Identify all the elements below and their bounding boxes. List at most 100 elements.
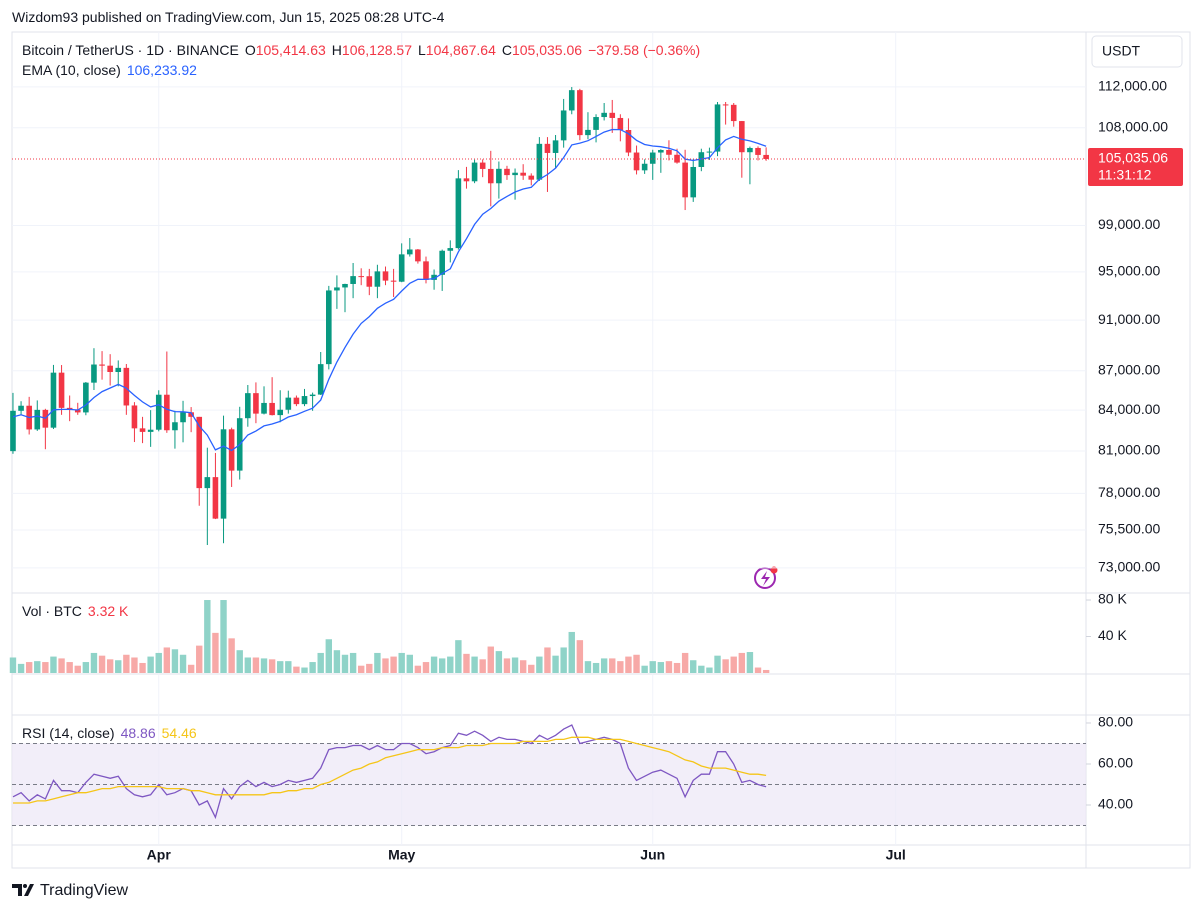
ohlc-value: 105,035.06 bbox=[511, 42, 583, 58]
alert-icon bbox=[754, 566, 778, 589]
volume-bar bbox=[438, 658, 446, 673]
volume-bar bbox=[698, 665, 705, 673]
volume-bar bbox=[536, 656, 543, 673]
volume-bar bbox=[179, 654, 187, 673]
volume-bar bbox=[106, 659, 114, 673]
candle-body bbox=[714, 104, 721, 152]
volume-bar bbox=[382, 658, 389, 673]
volume-legend: Vol · BTC 3.32 K bbox=[22, 602, 128, 620]
rsi-value: 48.86 bbox=[120, 725, 156, 741]
candle-body bbox=[722, 104, 729, 106]
candle-body bbox=[326, 290, 332, 365]
volume-bar bbox=[147, 656, 154, 673]
volume-bar bbox=[495, 651, 503, 673]
candle-body bbox=[568, 90, 575, 111]
candle-body bbox=[439, 250, 445, 275]
y-tick-label: 112,000.00 bbox=[1098, 78, 1167, 94]
volume-bar bbox=[131, 657, 138, 673]
change: −379.58 (−0.36%) bbox=[588, 42, 701, 58]
volume-bar bbox=[528, 664, 535, 673]
candle-body bbox=[528, 175, 535, 180]
candle-body bbox=[593, 117, 599, 130]
candle-body bbox=[34, 409, 41, 430]
rsi-legend: RSI (14, close) 48.86 54.46 bbox=[22, 724, 197, 742]
volume-bar bbox=[260, 658, 268, 673]
volume-bar bbox=[252, 657, 260, 673]
candle-body bbox=[147, 429, 154, 432]
candle-body bbox=[431, 274, 437, 280]
volume-bar bbox=[576, 640, 584, 673]
volume-name: Vol · BTC bbox=[22, 603, 82, 619]
volume-bar bbox=[163, 647, 171, 673]
volume-bar bbox=[430, 656, 438, 673]
volume-bar bbox=[706, 667, 713, 673]
candle-body bbox=[74, 409, 81, 413]
volume-bar bbox=[560, 647, 567, 673]
volume-bar bbox=[50, 656, 57, 673]
volume-bar bbox=[471, 656, 478, 673]
ema-value: 106,233.92 bbox=[126, 62, 197, 78]
volume-bar bbox=[333, 650, 341, 673]
candle-body bbox=[658, 149, 664, 153]
candle-body bbox=[334, 287, 340, 291]
ohlc-key: H bbox=[331, 42, 342, 58]
candle-body bbox=[609, 112, 616, 118]
volume-bar bbox=[17, 663, 25, 673]
volume-bar bbox=[90, 652, 98, 673]
candle-body bbox=[66, 407, 73, 410]
x-tick-label: Jun bbox=[640, 847, 665, 863]
candle-body bbox=[423, 261, 429, 280]
candle-body bbox=[10, 410, 16, 452]
volume-bar bbox=[187, 664, 195, 673]
candle-body bbox=[293, 397, 300, 405]
y-tick-label: 40 K bbox=[1098, 627, 1127, 643]
volume-bar bbox=[139, 662, 146, 673]
volume-bar bbox=[544, 647, 551, 673]
candle-body bbox=[374, 271, 381, 287]
candle-body bbox=[317, 364, 324, 395]
candle-body bbox=[406, 249, 413, 255]
brand-logo bbox=[12, 884, 34, 896]
axis-unit: USDT bbox=[1102, 43, 1141, 59]
volume-bar bbox=[463, 653, 470, 673]
volume-bar bbox=[722, 659, 729, 673]
y-tick-label: 78,000.00 bbox=[1098, 484, 1160, 500]
x-tick-label: Jul bbox=[886, 847, 906, 863]
last-price-box bbox=[1088, 147, 1183, 186]
volume-bar bbox=[738, 652, 746, 673]
candle-body bbox=[83, 382, 89, 413]
volume-bar bbox=[625, 656, 632, 673]
y-tick-label: 108,000.00 bbox=[1098, 118, 1168, 134]
candle-body bbox=[690, 166, 697, 198]
candle-body bbox=[552, 140, 559, 153]
volume-bar bbox=[236, 650, 243, 673]
volume-bar bbox=[293, 666, 300, 673]
candle-body bbox=[520, 172, 526, 176]
ohlc-key: C bbox=[501, 42, 512, 58]
candle-body bbox=[577, 90, 583, 136]
candle-body bbox=[188, 412, 194, 417]
rsi-value: 54.46 bbox=[161, 725, 197, 741]
candle-body bbox=[512, 172, 518, 176]
y-tick-label: 60.00 bbox=[1098, 755, 1133, 771]
candle-body bbox=[99, 364, 105, 366]
candle-body bbox=[479, 162, 486, 169]
volume-bar bbox=[58, 658, 65, 673]
volume-bar bbox=[519, 660, 527, 673]
frame bbox=[11, 31, 1191, 869]
candle-body bbox=[309, 394, 316, 397]
candle-body bbox=[212, 477, 219, 519]
candle-body bbox=[601, 112, 607, 118]
volume-bar bbox=[244, 657, 252, 673]
volume-bar bbox=[277, 661, 284, 673]
candle-body bbox=[585, 129, 591, 136]
candle-body bbox=[155, 394, 162, 430]
candle-body bbox=[739, 121, 745, 153]
candle-body bbox=[415, 249, 421, 262]
grid bbox=[12, 32, 1086, 845]
volume-bar bbox=[66, 662, 73, 673]
candle-body bbox=[625, 129, 632, 153]
candle-body bbox=[196, 416, 203, 489]
